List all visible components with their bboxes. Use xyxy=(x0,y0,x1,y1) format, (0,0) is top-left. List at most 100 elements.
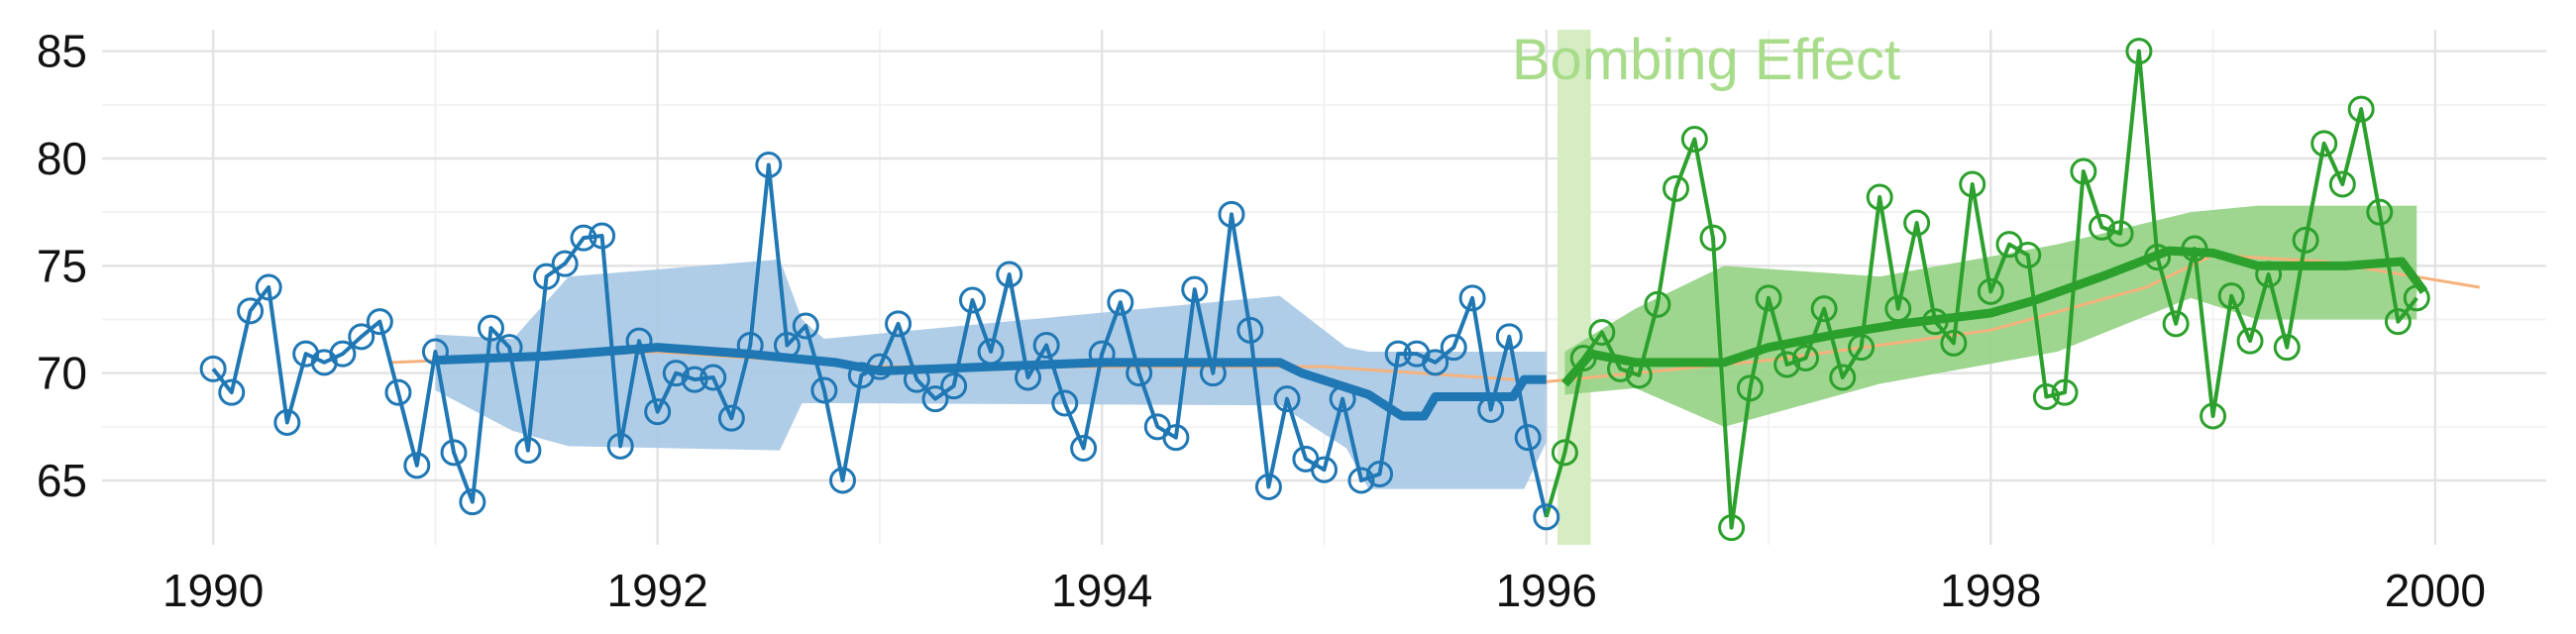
point xyxy=(551,250,579,277)
point xyxy=(2200,402,2227,430)
point xyxy=(366,308,393,336)
point xyxy=(199,355,227,382)
point xyxy=(1495,323,1523,351)
band xyxy=(435,259,1547,489)
point xyxy=(1366,461,1394,487)
point xyxy=(1236,316,1264,344)
point xyxy=(1921,308,1949,336)
point xyxy=(1384,340,1412,368)
point xyxy=(2403,284,2430,312)
point xyxy=(570,224,597,252)
point xyxy=(810,376,838,404)
point xyxy=(477,314,504,342)
point xyxy=(1422,349,1449,376)
point xyxy=(2070,158,2097,185)
point xyxy=(421,338,449,366)
point xyxy=(459,488,486,516)
point xyxy=(625,327,653,355)
y-tick-label: 80 xyxy=(37,133,87,184)
point xyxy=(384,378,412,406)
point xyxy=(921,385,949,413)
point xyxy=(1032,332,1060,359)
x-tick-label: 2000 xyxy=(2385,565,2486,616)
point xyxy=(940,372,968,400)
point xyxy=(2032,383,2060,410)
point xyxy=(2255,261,2283,288)
point xyxy=(1347,467,1375,494)
series-line xyxy=(1562,49,2418,530)
point xyxy=(1070,435,1098,462)
point xyxy=(644,398,672,426)
point xyxy=(1051,389,1079,417)
point xyxy=(1644,290,1671,318)
point xyxy=(1514,424,1542,452)
point xyxy=(1977,277,2004,305)
point xyxy=(2181,235,2208,263)
point xyxy=(1533,503,1560,531)
point xyxy=(1107,288,1134,316)
point xyxy=(958,286,986,314)
point xyxy=(736,332,764,359)
point xyxy=(977,338,1005,366)
point xyxy=(1126,360,1153,387)
point xyxy=(699,364,727,391)
point xyxy=(1884,295,1912,323)
point xyxy=(514,437,542,465)
point xyxy=(2292,226,2319,254)
point xyxy=(1254,474,1282,500)
point xyxy=(2236,327,2264,355)
point xyxy=(662,360,690,387)
y-tick-label: 70 xyxy=(37,348,87,399)
point xyxy=(1218,200,1245,228)
x-tick-label: 1992 xyxy=(607,565,708,616)
point xyxy=(1569,345,1597,371)
point xyxy=(1829,364,1857,391)
point xyxy=(2310,130,2338,158)
point xyxy=(589,222,616,250)
point xyxy=(1273,385,1301,413)
point xyxy=(792,312,819,340)
point xyxy=(403,452,431,479)
x-tick-label: 1996 xyxy=(1496,565,1597,616)
point xyxy=(2366,198,2394,226)
point xyxy=(866,353,894,380)
rolling-mean xyxy=(435,343,1547,421)
point xyxy=(1440,334,1467,362)
point xyxy=(1199,360,1227,387)
y-tick-label: 85 xyxy=(37,26,87,77)
rolling-mean xyxy=(1560,246,2428,387)
point xyxy=(1680,126,1708,153)
point xyxy=(755,152,783,178)
point xyxy=(1625,362,1653,389)
point xyxy=(2217,282,2245,310)
point xyxy=(1477,396,1505,423)
point xyxy=(903,366,930,393)
point xyxy=(1663,174,1690,202)
point xyxy=(1755,284,1782,312)
point xyxy=(1311,456,1338,483)
point xyxy=(606,432,634,460)
point xyxy=(1718,514,1746,542)
point xyxy=(885,310,912,338)
point xyxy=(681,366,708,393)
point xyxy=(829,467,857,494)
point xyxy=(495,334,523,362)
point xyxy=(2125,38,2153,65)
point xyxy=(1848,334,1876,362)
point xyxy=(329,340,357,368)
x-tick-label: 1990 xyxy=(162,565,264,616)
point xyxy=(717,404,745,432)
point xyxy=(2347,95,2375,123)
point xyxy=(1606,355,1634,382)
point xyxy=(218,378,246,406)
point xyxy=(1329,385,1356,413)
point xyxy=(348,323,376,351)
y-tick-label: 75 xyxy=(37,240,87,291)
x-tick-label: 1998 xyxy=(1940,565,2041,616)
point xyxy=(1551,439,1578,467)
point xyxy=(1162,424,1190,452)
point xyxy=(1699,224,1727,252)
point xyxy=(2273,334,2301,362)
point xyxy=(273,409,301,436)
